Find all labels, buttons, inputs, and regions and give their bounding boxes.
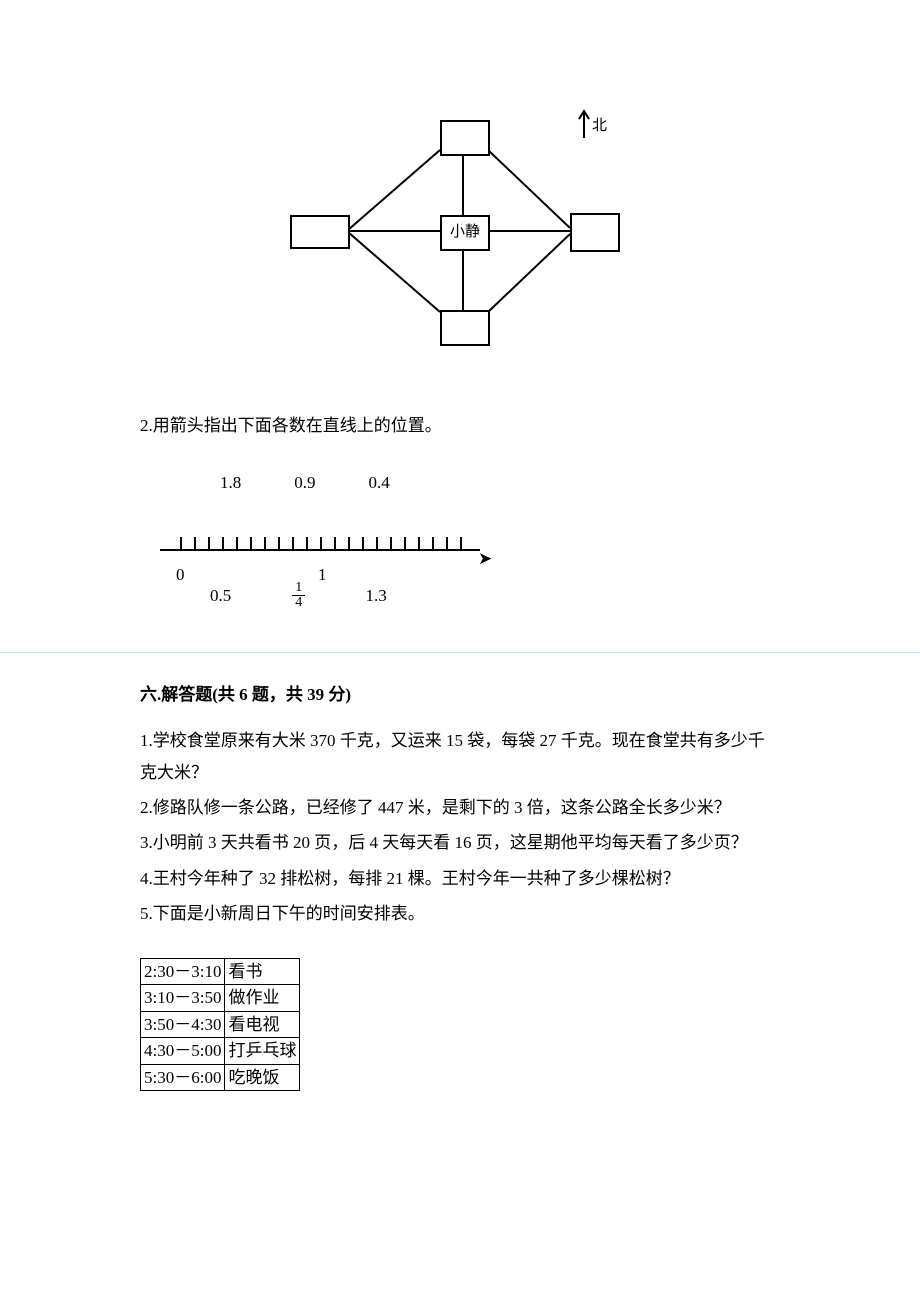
section-divider (0, 652, 920, 653)
axis-tick (264, 537, 266, 549)
schedule-table: 2:30－3:10看书3:10－3:50做作业3:50－4:30看电视4:30－… (140, 958, 300, 1092)
axis-tick (180, 537, 182, 549)
val-0-4: 0.4 (369, 467, 390, 499)
table-row: 5:30－6:00吃晚饭 (141, 1064, 300, 1091)
axis-one-label: 1 (318, 559, 327, 591)
table-cell: 3:10－3:50 (141, 985, 225, 1012)
val-1-4: 1 4 (292, 581, 305, 610)
number-line-axis: ➤ 0 1 (160, 525, 500, 575)
val-1-3: 1.3 (366, 580, 387, 612)
axis-tick (320, 537, 322, 549)
axis-tick (376, 537, 378, 549)
axis-tick (460, 537, 462, 549)
axis-tick (418, 537, 420, 549)
table-row: 4:30－5:00打乒乓球 (141, 1038, 300, 1065)
axis-tick (432, 537, 434, 549)
axis-line (160, 549, 480, 551)
table-cell: 4:30－5:00 (141, 1038, 225, 1065)
val-0-5: 0.5 (210, 580, 288, 612)
axis-tick (446, 537, 448, 549)
schedule-body: 2:30－3:10看书3:10－3:50做作业3:50－4:30看电视4:30－… (141, 958, 300, 1091)
north-label: 北 (592, 112, 607, 141)
axis-tick (194, 537, 196, 549)
table-cell: 3:50－4:30 (141, 1011, 225, 1038)
number-line-bottom-labels: 0.5 1 4 1.3 (210, 579, 780, 612)
table-cell: 看电视 (225, 1011, 300, 1038)
number-line-block: 1.8 0.9 0.4 ➤ 0 1 0.5 1 4 1.3 (150, 467, 780, 612)
val-1-8: 1.8 (220, 467, 290, 499)
axis-tick (390, 537, 392, 549)
table-cell: 2:30－3:10 (141, 958, 225, 985)
q2-prompt: 2.用箭头指出下面各数在直线上的位置。 (140, 410, 780, 442)
axis-tick (334, 537, 336, 549)
axis-zero-label: 0 (176, 559, 185, 591)
table-cell: 打乒乓球 (225, 1038, 300, 1065)
page: 小静 北 2.用箭头指出下面各数在直线上的位置。 1.8 0.9 0.4 ➤ 0… (0, 0, 920, 1151)
direction-diagram: 小静 北 (280, 100, 640, 380)
box-west (290, 215, 350, 249)
number-line-top-labels: 1.8 0.9 0.4 (220, 467, 780, 499)
table-cell: 吃晚饭 (225, 1064, 300, 1091)
table-cell: 做作业 (225, 985, 300, 1012)
frac-denom: 4 (292, 596, 305, 610)
box-center: 小静 (440, 215, 490, 251)
val-0-9: 0.9 (294, 467, 364, 499)
axis-tick (404, 537, 406, 549)
axis-tick (362, 537, 364, 549)
axis-tick (222, 537, 224, 549)
q6-5: 5.下面是小新周日下午的时间安排表。 (140, 898, 780, 929)
axis-tick (348, 537, 350, 549)
q6-4: 4.王村今年种了 32 排松树，每排 21 棵。王村今年一共种了多少棵松树？ (140, 863, 780, 894)
axis-arrow-icon: ➤ (478, 543, 492, 575)
section6-questions: 1.学校食堂原来有大米 370 千克，又运来 15 袋，每袋 27 千克。现在食… (140, 725, 780, 930)
table-row: 2:30－3:10看书 (141, 958, 300, 985)
axis-tick (292, 537, 294, 549)
axis-tick (208, 537, 210, 549)
axis-tick (250, 537, 252, 549)
q6-1: 1.学校食堂原来有大米 370 千克，又运来 15 袋，每袋 27 千克。现在食… (140, 725, 780, 788)
section6-title: 六.解答题(共 6 题，共 39 分) (140, 679, 780, 711)
axis-tick (278, 537, 280, 549)
table-row: 3:50－4:30看电视 (141, 1011, 300, 1038)
box-east (570, 213, 620, 252)
box-south (440, 310, 490, 346)
table-cell: 看书 (225, 958, 300, 985)
axis-tick (306, 537, 308, 549)
axis-tick (236, 537, 238, 549)
frac-numer: 1 (292, 581, 305, 596)
box-north (440, 120, 490, 156)
table-cell: 5:30－6:00 (141, 1064, 225, 1091)
q6-3: 3.小明前 3 天共看书 20 页，后 4 天每天看 16 页，这星期他平均每天… (140, 827, 780, 858)
table-row: 3:10－3:50做作业 (141, 985, 300, 1012)
q6-2: 2.修路队修一条公路，已经修了 447 米，是剩下的 3 倍，这条公路全长多少米… (140, 792, 780, 823)
